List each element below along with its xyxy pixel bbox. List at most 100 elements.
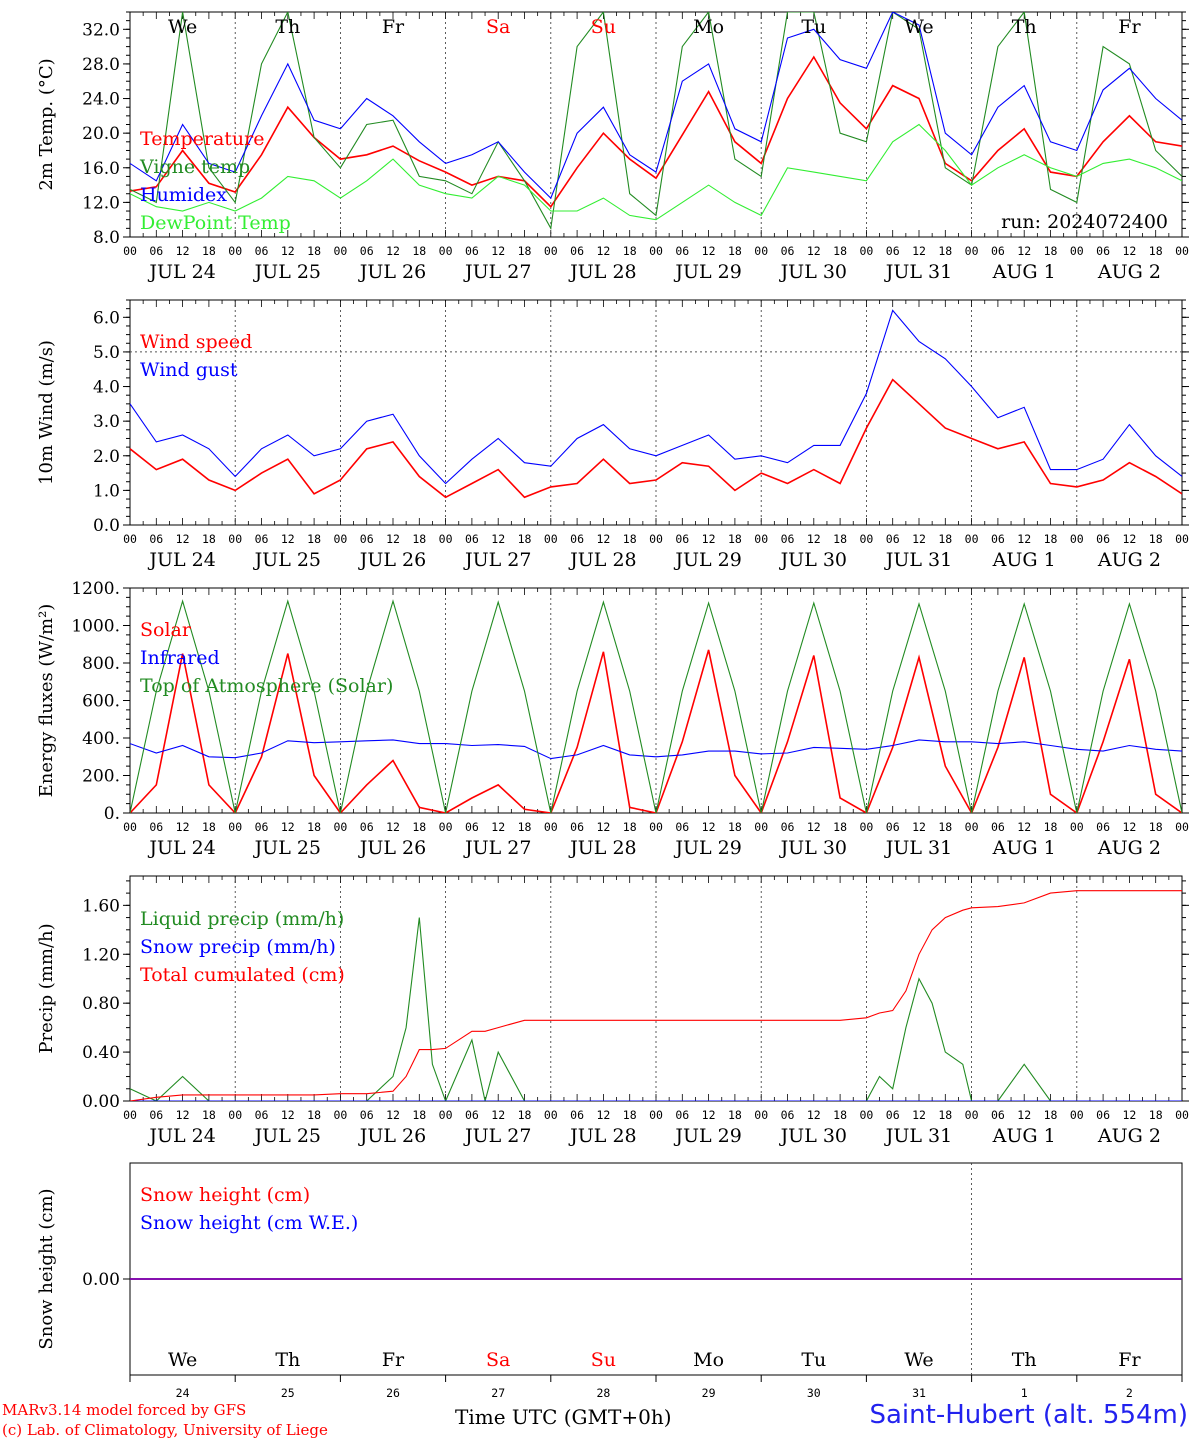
- y-tick-label: 800.: [82, 654, 120, 674]
- hour-tick-label: 06: [149, 820, 163, 834]
- weekday-top-label: Th: [275, 16, 300, 38]
- hour-tick-label: 18: [412, 820, 426, 834]
- y-tick-label: 8.0: [93, 228, 120, 248]
- day-number-label: 24: [176, 1386, 190, 1400]
- hour-tick-label: 12: [281, 1108, 295, 1122]
- date-label: JUL 30: [779, 837, 847, 859]
- weekday-bottom-label: Mo: [693, 1349, 724, 1371]
- hour-tick-label: 06: [255, 532, 269, 546]
- hour-tick-label: 18: [307, 532, 321, 546]
- date-label: JUL 25: [253, 261, 321, 283]
- legend-entry: Vigne temp: [139, 156, 250, 178]
- hour-tick-label: 06: [149, 532, 163, 546]
- date-label: AUG 1: [992, 1125, 1056, 1147]
- legend-entry: Wind gust: [140, 359, 238, 381]
- weekday-bottom-label: Su: [591, 1349, 616, 1371]
- hour-tick-label: 18: [412, 244, 426, 258]
- hour-tick-label: 00: [333, 1108, 347, 1122]
- y-tick-label: 200.: [82, 767, 120, 787]
- hour-tick-label: 18: [202, 820, 216, 834]
- hour-tick-label: 18: [202, 244, 216, 258]
- hour-tick-label: 18: [1149, 820, 1163, 834]
- hour-tick-label: 18: [1044, 1108, 1058, 1122]
- hour-tick-label: 00: [859, 1108, 873, 1122]
- date-label: JUL 26: [358, 837, 426, 859]
- hour-tick-label: 06: [781, 1108, 795, 1122]
- weekday-bottom-label: We: [168, 1349, 197, 1371]
- run-annotation: run: 2024072400: [1001, 211, 1168, 233]
- hour-tick-label: 06: [781, 244, 795, 258]
- hour-tick-label: 12: [596, 820, 610, 834]
- hour-tick-label: 00: [1070, 532, 1084, 546]
- date-label: JUL 24: [147, 261, 215, 283]
- y-tick-label: 400.: [82, 729, 120, 749]
- y-tick-label: 20.0: [82, 124, 120, 144]
- date-label: JUL 28: [568, 261, 636, 283]
- hour-tick-label: 12: [491, 532, 505, 546]
- hour-tick-label: 00: [1175, 244, 1189, 258]
- weekday-bottom-label: Tu: [801, 1349, 826, 1371]
- y-tick-label: 4.0: [93, 378, 120, 398]
- hour-tick-label: 12: [386, 532, 400, 546]
- date-label: JUL 27: [463, 261, 531, 283]
- date-label: JUL 24: [147, 1125, 215, 1147]
- series-dewpoint-temp: [130, 123, 1182, 221]
- date-label: JUL 24: [147, 837, 215, 859]
- model-text: MARv3.14 model forced by GFS: [2, 1401, 247, 1419]
- hour-tick-label: 06: [886, 820, 900, 834]
- legend-entry: Top of Atmosphere (Solar): [140, 675, 393, 697]
- hour-tick-label: 12: [1122, 244, 1136, 258]
- hour-tick-label: 00: [965, 820, 979, 834]
- hour-tick-label: 12: [1017, 1108, 1031, 1122]
- station-name: Saint-Hubert (alt. 554m): [869, 1400, 1188, 1430]
- series-solar: [130, 649, 1182, 813]
- hour-tick-label: 18: [623, 532, 637, 546]
- day-number-label: 27: [491, 1386, 505, 1400]
- hour-tick-label: 12: [1017, 244, 1031, 258]
- hour-tick-label: 00: [228, 244, 242, 258]
- y-axis-label: 10m Wind (m/s): [36, 340, 57, 485]
- day-number-label: 25: [281, 1386, 295, 1400]
- hour-tick-label: 00: [439, 532, 453, 546]
- hour-tick-label: 18: [518, 820, 532, 834]
- weekday-top-label: Fr: [382, 16, 405, 38]
- hour-tick-label: 00: [228, 1108, 242, 1122]
- hour-tick-label: 06: [360, 532, 374, 546]
- date-label: JUL 24: [147, 549, 215, 571]
- hour-tick-label: 00: [754, 1108, 768, 1122]
- hour-tick-label: 18: [518, 1108, 532, 1122]
- hour-tick-label: 12: [702, 532, 716, 546]
- y-tick-label: 6.0: [93, 308, 120, 328]
- y-tick-label: 0.0: [93, 516, 120, 536]
- hour-tick-label: 18: [307, 820, 321, 834]
- hour-tick-label: 12: [912, 532, 926, 546]
- series-wind-gust: [130, 309, 1182, 485]
- hour-tick-label: 00: [544, 532, 558, 546]
- hour-tick-label: 18: [728, 1108, 742, 1122]
- hour-tick-label: 06: [360, 244, 374, 258]
- date-label: JUL 27: [463, 1125, 531, 1147]
- hour-tick-label: 12: [912, 820, 926, 834]
- y-tick-label: 600.: [82, 692, 120, 712]
- hour-tick-label: 06: [570, 532, 584, 546]
- series-humidex: [130, 12, 1182, 200]
- legend-entry: Snow precip (mm/h): [140, 936, 336, 958]
- legend-entry: Infrared: [140, 647, 220, 669]
- y-tick-label: 0.00: [82, 1270, 120, 1290]
- hour-tick-label: 12: [1122, 532, 1136, 546]
- date-label: JUL 27: [463, 549, 531, 571]
- weekday-top-label: Su: [591, 16, 616, 38]
- hour-tick-label: 06: [675, 1108, 689, 1122]
- hour-tick-label: 06: [570, 244, 584, 258]
- hour-tick-label: 12: [281, 820, 295, 834]
- y-tick-label: 32.0: [82, 20, 120, 40]
- hour-tick-label: 12: [807, 532, 821, 546]
- y-tick-label: 1.0: [93, 481, 120, 501]
- hour-tick-label: 18: [623, 820, 637, 834]
- series-total-cumulated-cm-: [130, 890, 1182, 1101]
- hour-tick-label: 00: [228, 820, 242, 834]
- hour-tick-label: 18: [412, 1108, 426, 1122]
- weekday-top-label: Th: [1012, 16, 1037, 38]
- day-number-label: 2: [1126, 1386, 1133, 1400]
- hour-tick-label: 18: [938, 820, 952, 834]
